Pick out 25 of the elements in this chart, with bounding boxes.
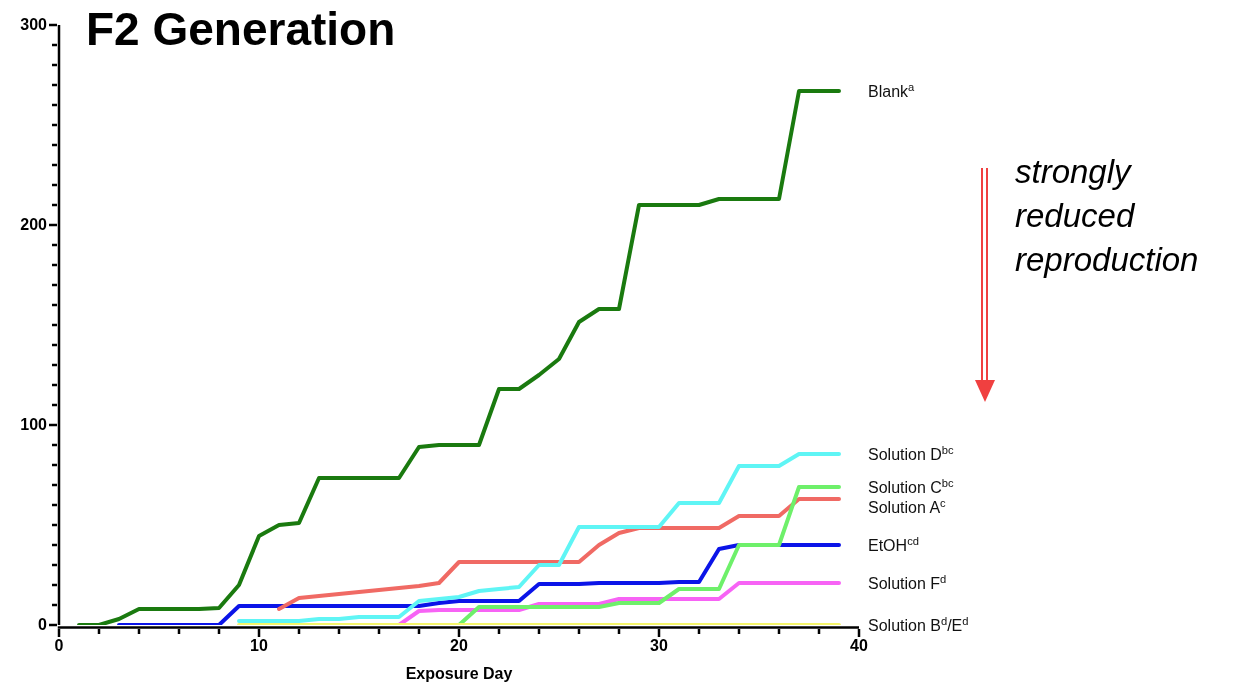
x-tick-label: 20 bbox=[450, 637, 468, 654]
x-axis-title: Exposure Day bbox=[405, 665, 513, 682]
text: strongly reduced reproduction bbox=[1015, 152, 1200, 280]
line-series bbox=[277, 497, 841, 611]
line-series bbox=[397, 581, 841, 625]
x-tick-label: 10 bbox=[250, 637, 268, 654]
x-tick-label: 30 bbox=[650, 637, 668, 654]
y-tick-label: 300 bbox=[20, 16, 48, 33]
line-series bbox=[117, 543, 841, 625]
y-tick-label: 200 bbox=[20, 216, 48, 233]
y-tick-label: 0 bbox=[38, 616, 48, 633]
line-series bbox=[457, 485, 841, 625]
series-label: Solution B$^{d}$/E$^{d}$ bbox=[868, 615, 969, 634]
x-tick-label: 0 bbox=[54, 637, 64, 654]
y-tick-label: 100 bbox=[20, 416, 48, 433]
line-series bbox=[237, 452, 841, 623]
chart-title: F2 Generation bbox=[86, 2, 396, 56]
series-label: Solution C$^{bc}$ bbox=[868, 477, 955, 496]
series-label: Solution A$^{c}$ bbox=[868, 497, 947, 516]
series-label: Solution F$^{d}$ bbox=[868, 573, 947, 592]
series-label: Solution D$^{bc}$ bbox=[868, 444, 955, 463]
x-tick-label: 40 bbox=[850, 637, 868, 654]
line-series bbox=[77, 89, 841, 625]
series-label: EtOH$^{cd}$ bbox=[868, 535, 919, 554]
series-label: Blank$^{a}$ bbox=[868, 81, 916, 100]
